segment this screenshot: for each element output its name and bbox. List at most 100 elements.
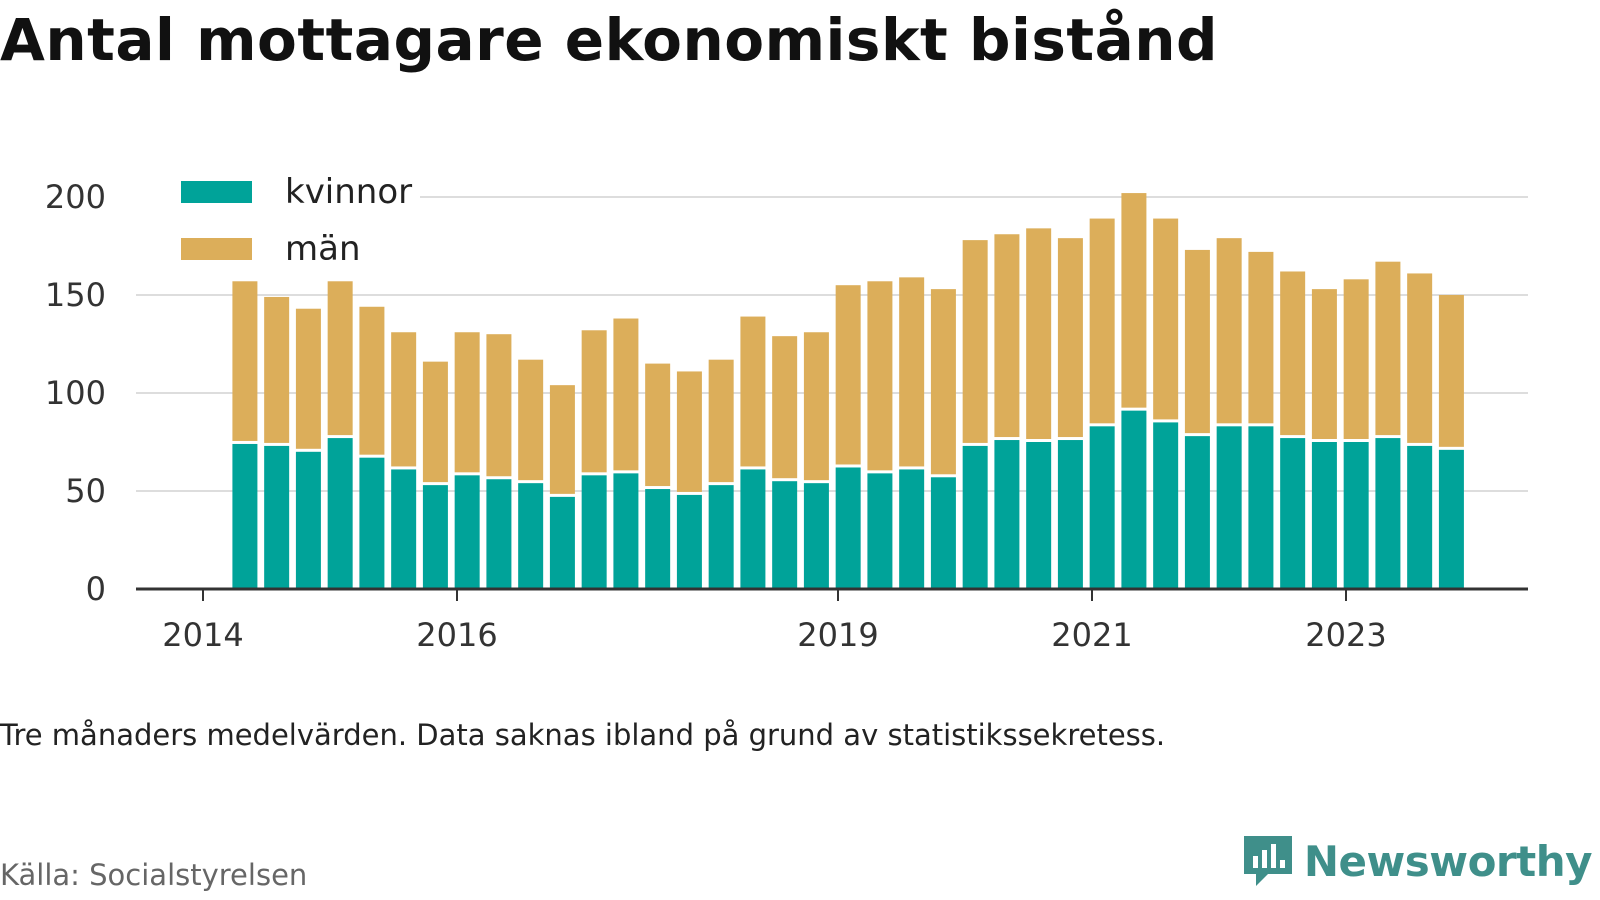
bar-kvinnor [581,475,607,589]
bar-man [1375,261,1401,436]
x-tick-label: 2023 [1305,616,1386,654]
bar-kvinnor [1407,445,1433,589]
bar-man [962,240,988,443]
x-tick-label: 2016 [416,616,497,654]
bar-kvinnor [1184,436,1210,589]
bar-man [264,296,290,443]
bar-kvinnor [899,469,925,589]
bar-man [772,336,798,479]
bar-man [581,330,607,473]
bar-kvinnor [835,467,861,589]
bar-man [422,361,448,483]
legend-swatch-man [181,238,252,260]
bar-man [645,363,671,487]
x-tick-label: 2019 [797,616,878,654]
bar-man [899,277,925,467]
bar-kvinnor [1438,449,1464,589]
y-tick-label: 50 [65,472,106,510]
bar-man [1407,273,1433,443]
bar-kvinnor [1216,426,1242,589]
bar-kvinnor [454,475,480,589]
bars [232,193,1464,589]
bar-man [486,334,512,477]
bar-man [613,318,639,471]
bar-kvinnor [613,473,639,589]
bar-kvinnor [1375,438,1401,589]
bar-kvinnor [264,445,290,589]
bar-man [835,285,861,465]
bar-kvinnor [359,457,385,589]
bar-kvinnor [803,483,829,589]
bar-man [359,306,385,455]
bar-man [1343,279,1369,439]
source-credit: Källa: Socialstyrelsen [0,858,308,892]
bar-man [454,332,480,473]
bar-kvinnor [1089,426,1115,589]
bar-kvinnor [772,481,798,589]
legend-label-man: män [285,229,361,269]
legend-background [130,170,420,278]
bar-kvinnor [994,440,1020,589]
bar-man [708,359,734,483]
bar-kvinnor [645,489,671,589]
y-tick-label: 200 [45,178,106,216]
bar-man [1280,271,1306,436]
bar-man [740,316,766,467]
bar-kvinnor [232,443,258,589]
bar-kvinnor [1121,410,1147,589]
bar-man [1089,218,1115,424]
y-axis: 0 50 100 150 200 [45,178,106,608]
bar-man [391,332,417,467]
newsworthy-logo[interactable]: Newsworthy [1242,834,1593,888]
chart-title: Antal mottagare ekonomiskt bistånd [0,6,1219,74]
brand-name: Newsworthy [1303,836,1593,886]
legend-swatch-kvinnor [181,181,252,203]
x-tick-label: 2021 [1051,616,1132,654]
bar-man [1216,238,1242,424]
bar-man [1248,251,1274,424]
bar-kvinnor [422,485,448,589]
bar-man [295,308,321,449]
bar-kvinnor [676,494,702,589]
y-tick-label: 150 [45,276,106,314]
bar-kvinnor [740,469,766,589]
bar-kvinnor [708,485,734,589]
bar-man [1121,193,1147,408]
bar-man [803,332,829,481]
x-axis: 2014 2016 2019 2021 2023 [136,587,1528,654]
bar-kvinnor [930,477,956,589]
bar-man [1438,295,1464,447]
chart-note: Tre månaders medelvärden. Data saknas ib… [0,718,1166,752]
bar-man [994,234,1020,438]
y-tick-label: 0 [86,570,106,608]
bar-man [1184,249,1210,434]
bar-man [1057,238,1083,438]
bar-kvinnor [1280,438,1306,589]
bar-kvinnor [867,473,893,589]
bar-kvinnor [549,496,575,589]
legend: kvinnor män [130,170,420,278]
bar-man [518,359,544,481]
bar-kvinnor [962,445,988,589]
newsworthy-logo-icon [1243,836,1292,886]
bar-kvinnor [295,451,321,589]
bar-man [232,281,258,441]
bar-man [930,289,956,475]
bar-man [549,385,575,494]
bar-kvinnor [327,438,353,589]
bar-kvinnor [1057,440,1083,589]
bar-kvinnor [486,479,512,589]
bar-man [1311,289,1337,439]
bar-man [327,281,353,436]
bar-kvinnor [391,469,417,589]
bar-kvinnor [1248,426,1274,589]
bar-kvinnor [1343,442,1369,589]
y-tick-label: 100 [45,374,106,412]
stacked-bar-chart: 0 50 100 150 200 2014 2016 2019 2021 2023 kvinno… [45,170,1528,654]
bar-kvinnor [1153,422,1179,589]
legend-label-kvinnor: kvinnor [285,172,412,212]
bar-kvinnor [1311,442,1337,589]
bar-man [676,371,702,492]
bar-kvinnor [1026,442,1052,589]
bar-man [1026,228,1052,439]
